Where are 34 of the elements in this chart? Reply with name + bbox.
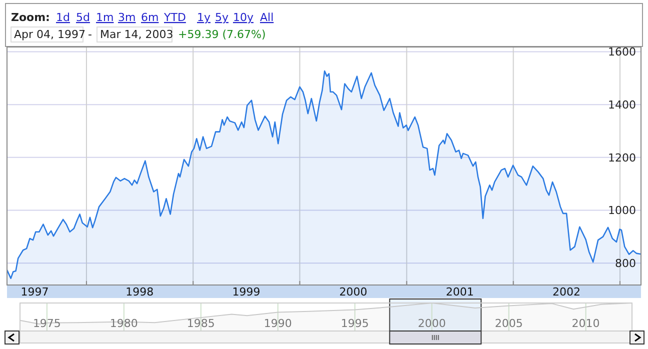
text: 1m xyxy=(96,11,114,24)
x-tick-label: 1999 xyxy=(232,286,260,298)
x-tick-label: 2005 xyxy=(494,317,523,330)
x-tick-label: 2002 xyxy=(552,286,580,298)
text: Apr 04, 1997 xyxy=(14,28,86,41)
text: 6m xyxy=(141,11,159,24)
x-tick-label: 1995 xyxy=(340,317,369,330)
x-tick-label: 2010 xyxy=(572,317,600,330)
text: 5y xyxy=(215,11,229,24)
y-tick-label: 1200 xyxy=(608,151,636,164)
text: 1y xyxy=(197,11,211,24)
x-tick-label: 2001 xyxy=(446,286,474,298)
y-tick-label: 1000 xyxy=(608,204,636,218)
x-tick-label: 1998 xyxy=(126,286,154,298)
x-tick-label: 2000 xyxy=(418,317,446,330)
text: 1d xyxy=(56,11,70,24)
x-tick-label: 1990 xyxy=(264,317,292,330)
text: 5d xyxy=(76,11,90,24)
x-tick-label: 2000 xyxy=(339,286,368,298)
text: +59.39 (7.67%) xyxy=(178,28,266,41)
text: YTD xyxy=(163,11,186,24)
text: 10y xyxy=(233,11,254,24)
x-tick-label: 1980 xyxy=(110,317,138,330)
x-tick-label: 1997 xyxy=(20,286,49,298)
x-tick-label: 1985 xyxy=(186,317,215,330)
y-tick-label: 1600 xyxy=(608,46,636,59)
y-tick-label: 800 xyxy=(615,256,636,270)
text: 3m xyxy=(118,11,136,24)
text: All xyxy=(260,11,274,24)
text: Mar 14, 2003 xyxy=(100,28,174,41)
x-tick-label: 1975 xyxy=(32,317,61,330)
y-tick-label: 1400 xyxy=(608,98,636,112)
text: Zoom: xyxy=(11,11,50,24)
text: - xyxy=(88,28,92,41)
